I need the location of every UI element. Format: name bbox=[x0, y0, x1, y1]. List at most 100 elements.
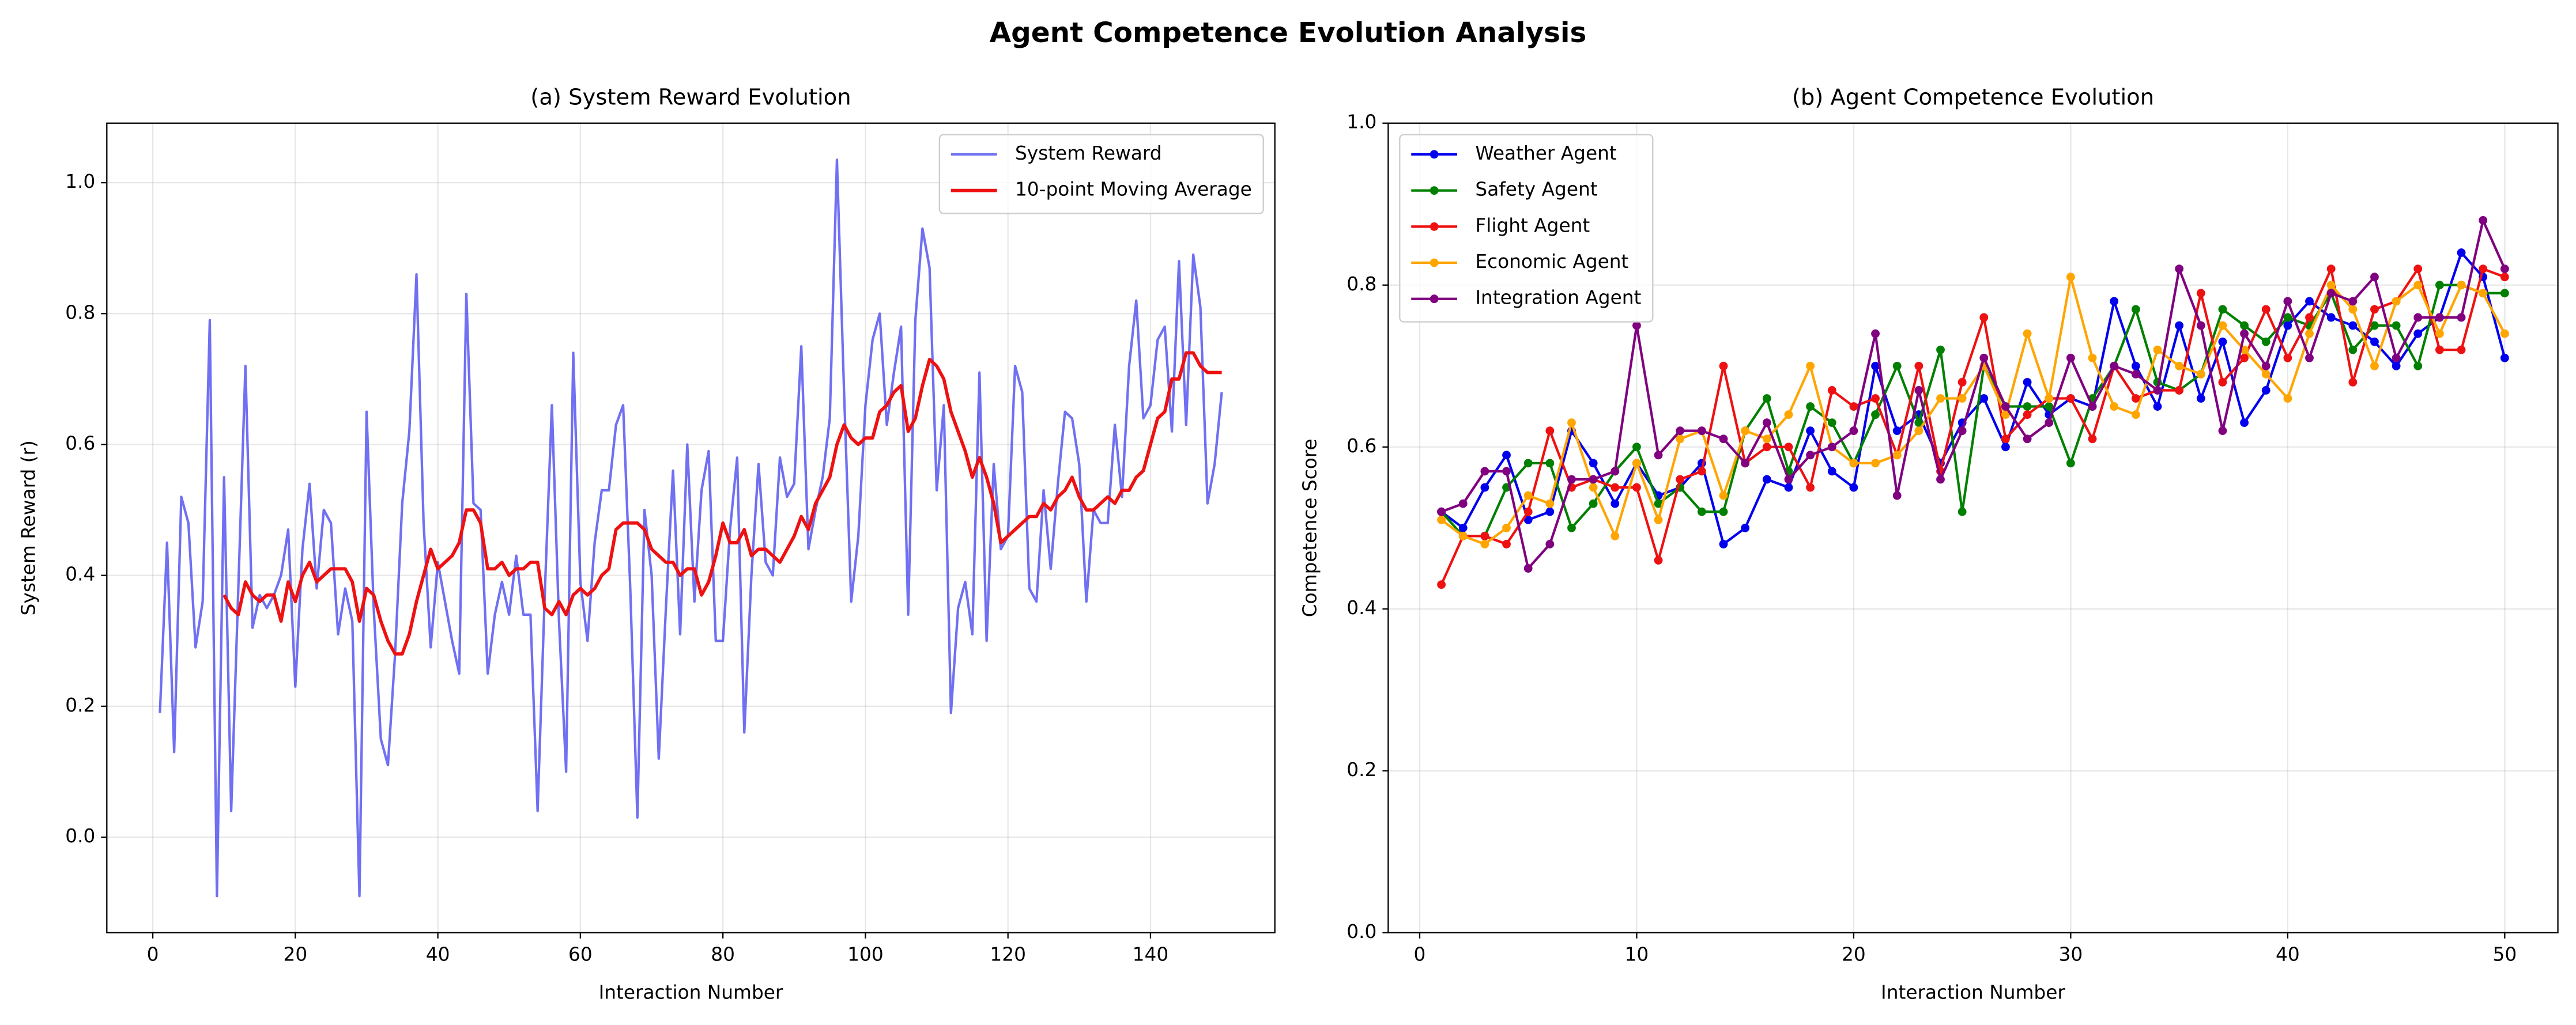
data-point bbox=[1567, 475, 1576, 484]
data-point bbox=[2370, 273, 2379, 282]
data-point bbox=[2457, 345, 2466, 354]
y-tick-label: 0.4 bbox=[65, 563, 95, 585]
x-tick-label: 40 bbox=[2276, 943, 2300, 965]
data-point bbox=[2413, 313, 2423, 322]
x-tick-label: 50 bbox=[2492, 943, 2517, 965]
data-point bbox=[1871, 410, 1880, 419]
data-point bbox=[2457, 281, 2466, 290]
data-point bbox=[1892, 361, 1902, 370]
data-point bbox=[1676, 434, 1685, 444]
data-point bbox=[1849, 483, 1858, 492]
data-point bbox=[1827, 386, 1836, 395]
data-point bbox=[1979, 313, 1989, 322]
legend-marker bbox=[1430, 186, 1439, 195]
data-point bbox=[1784, 475, 1793, 484]
data-point bbox=[1719, 539, 1728, 549]
y-tick-label: 0.6 bbox=[1347, 435, 1376, 457]
data-point bbox=[2261, 305, 2270, 314]
y-tick-label: 0.6 bbox=[65, 432, 95, 454]
data-point bbox=[2413, 264, 2423, 274]
x-tick-label: 20 bbox=[1842, 943, 1866, 965]
data-point bbox=[1523, 491, 1533, 500]
data-point bbox=[1827, 418, 1836, 428]
data-point bbox=[1741, 523, 1750, 532]
data-point bbox=[2261, 337, 2270, 346]
data-point bbox=[1632, 459, 1641, 468]
data-point bbox=[1958, 394, 1967, 403]
series-line bbox=[1440, 283, 2505, 538]
data-point bbox=[2457, 248, 2466, 257]
data-point bbox=[2240, 418, 2249, 428]
data-point bbox=[1892, 451, 1902, 460]
data-point bbox=[2066, 459, 2075, 468]
data-point bbox=[2326, 264, 2336, 274]
legend-label: Integration Agent bbox=[1475, 287, 1641, 309]
y-tick-label: 0.0 bbox=[1347, 921, 1376, 943]
data-point bbox=[2413, 281, 2423, 290]
data-point bbox=[1458, 531, 1468, 540]
panel-title: (a) System Reward Evolution bbox=[530, 85, 851, 111]
x-tick-label: 80 bbox=[711, 943, 735, 965]
data-point bbox=[2153, 402, 2162, 411]
y-tick-label: 0.0 bbox=[65, 825, 95, 847]
data-point bbox=[1914, 426, 1923, 436]
series-line bbox=[222, 351, 1222, 656]
data-point bbox=[1611, 499, 1620, 508]
y-tick-label: 0.8 bbox=[65, 301, 95, 323]
data-point bbox=[1762, 418, 1771, 428]
data-point bbox=[1545, 507, 1555, 516]
data-point bbox=[2218, 337, 2227, 346]
data-point bbox=[1697, 426, 1706, 436]
data-point bbox=[2457, 313, 2466, 322]
data-point bbox=[2175, 321, 2184, 330]
data-point bbox=[2175, 386, 2184, 395]
y-tick-label: 0.2 bbox=[1347, 759, 1376, 781]
data-point bbox=[2305, 313, 2314, 322]
legend-label: Flight Agent bbox=[1475, 214, 1590, 236]
data-point bbox=[1936, 345, 1945, 354]
series-line bbox=[1440, 219, 2506, 570]
data-point bbox=[2261, 369, 2270, 379]
y-axis-label: System Reward (r) bbox=[17, 440, 39, 615]
data-point bbox=[2392, 297, 2401, 306]
data-point bbox=[1654, 499, 1663, 508]
data-point bbox=[2110, 402, 2119, 411]
data-point bbox=[2001, 402, 2010, 411]
data-point bbox=[2413, 361, 2423, 370]
data-point bbox=[1611, 531, 1620, 540]
data-point bbox=[2088, 402, 2097, 411]
legend-box bbox=[1399, 134, 1654, 323]
data-point bbox=[1545, 459, 1555, 468]
data-point bbox=[1958, 507, 1967, 516]
data-point bbox=[1806, 361, 1815, 370]
data-point bbox=[1871, 329, 1880, 338]
data-point bbox=[2283, 297, 2292, 306]
data-point bbox=[2305, 297, 2314, 306]
data-point bbox=[2479, 215, 2488, 225]
data-point bbox=[1979, 394, 1989, 403]
data-point bbox=[1741, 426, 1750, 436]
data-point bbox=[2131, 361, 2140, 370]
data-point bbox=[2023, 434, 2032, 444]
data-point bbox=[2500, 289, 2509, 298]
axes-frame bbox=[106, 122, 1276, 933]
data-point bbox=[1697, 507, 1706, 516]
y-tick-label: 0.4 bbox=[1347, 597, 1376, 619]
data-point bbox=[2500, 353, 2509, 362]
data-point bbox=[1806, 402, 1815, 411]
data-point bbox=[1914, 386, 1923, 395]
y-tick-label: 1.0 bbox=[1347, 111, 1376, 133]
data-point bbox=[1502, 451, 1511, 460]
data-point bbox=[1784, 410, 1793, 419]
data-point bbox=[2131, 394, 2140, 403]
legend-marker bbox=[1430, 222, 1439, 231]
x-tick-label: 100 bbox=[847, 943, 884, 965]
data-point bbox=[2066, 273, 2075, 282]
data-point bbox=[2175, 264, 2184, 274]
x-tick-label: 40 bbox=[426, 943, 450, 965]
data-point bbox=[1936, 475, 1945, 484]
data-point bbox=[1676, 475, 1685, 484]
data-point bbox=[1806, 426, 1815, 436]
legend-marker bbox=[1430, 258, 1439, 267]
data-point bbox=[1806, 451, 1815, 460]
